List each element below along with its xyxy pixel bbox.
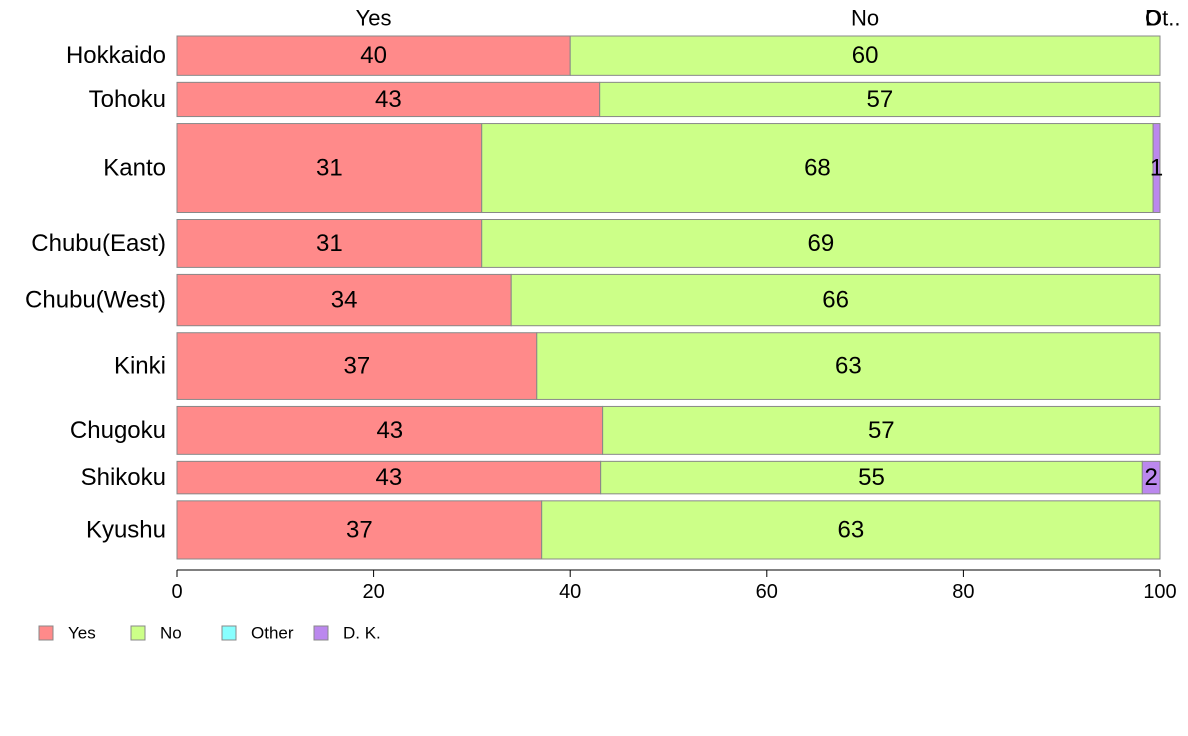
data-label-no-chubu-east: 69 [808,230,835,257]
bar-segment-no-hokkaido [569,35,1161,76]
bar-segment-yes-chugoku [176,405,604,455]
data-label-no-chubu-west: 66 [822,287,849,314]
bar-segment-yes-kyushu [176,500,543,560]
legend: Yes No Other D. K. [38,624,381,643]
category-label-chugoku: Chugoku [70,417,166,444]
data-label-no-hokkaido: 60 [852,42,879,69]
bar-segment-no-kanto [481,123,1154,214]
bar-segment-yes-kinki [176,332,538,400]
bar-segment-no-tohoku [599,81,1161,118]
x-tick-label-40: 40 [559,581,581,603]
legend-label-yes: Yes [68,624,96,643]
bar-segment-yes-chubu-west [176,273,512,327]
top-label-yes: Yes [356,6,392,31]
legend-label-d-k: D. K. [343,624,381,643]
bar-segment-no-chubu-west [510,273,1161,327]
category-label-kanto: Kanto [103,155,166,182]
top-labels: Yes No DOt.. [356,6,1181,31]
data-label-yes-chubu-west: 34 [331,287,358,314]
data-label-yes-chugoku: 43 [376,417,403,444]
data-label-yes-kyushu: 37 [346,516,373,543]
bar-segment-yes-kanto [176,123,483,214]
top-label-no: No [851,6,879,31]
top-label-d: D [1145,6,1161,31]
x-tick-label-20: 20 [362,581,384,603]
x-axis: 0 20 40 60 80 100 [171,569,1177,603]
legend-label-other: Other [251,624,294,643]
category-label-chubu-east: Chubu(East) [31,230,166,257]
data-label-no-chugoku: 57 [868,417,895,444]
category-label-kyushu: Kyushu [86,516,166,543]
data-label-yes-chubu-east: 31 [316,230,343,257]
data-label-no-kinki: 63 [835,353,862,380]
data-label-yes-kinki: 37 [344,353,371,380]
data-label-no-kanto: 68 [804,155,831,182]
data-label-yes-tohoku: 43 [375,86,402,113]
data-label-no-shikoku: 55 [858,464,885,491]
category-label-chubu-west: Chubu(West) [25,287,166,314]
data-label-d-k-kanto: 1 [1150,155,1163,182]
legend-swatch-yes [38,625,54,641]
category-label-hokkaido: Hokkaido [66,42,166,69]
bar-segment-no-shikoku [600,460,1143,495]
legend-swatch-d-k [313,625,329,641]
legend-label-no: No [160,624,182,643]
top-label-other: Ot.. [1145,6,1180,31]
data-label-no-kyushu: 63 [837,516,864,543]
bar-segment-no-chubu-east [481,219,1161,268]
data-label-d-k-shikoku: 2 [1144,464,1157,491]
bar-segment-d-k-shikoku [1141,460,1161,495]
data-label-yes-hokkaido: 40 [360,42,387,69]
data-label-yes-kanto: 31 [316,155,343,182]
bar-segment-no-chugoku [602,405,1161,455]
category-label-kinki: Kinki [114,353,166,380]
data-label-yes-shikoku: 43 [375,464,402,491]
bar-segment-d-k-kanto [1152,123,1161,214]
bar-segment-no-kinki [536,332,1161,400]
data-label-no-tohoku: 57 [866,86,893,113]
x-tick-label-0: 0 [171,581,182,603]
x-tick-label-60: 60 [756,581,778,603]
category-labels: Hokkaido Tohoku Kanto Chubu(East) Chubu(West… [25,42,166,543]
category-label-shikoku: Shikoku [81,464,166,491]
category-label-tohoku: Tohoku [89,86,166,113]
bar-segment-no-kyushu [541,500,1161,560]
bars: 40 60 43 57 31 68 1 31 69 34 66 37 63 43 57 43 55 2 37 63 [176,35,1163,560]
bar-segment-yes-chubu-east [176,219,483,268]
x-tick-label-100: 100 [1143,581,1176,603]
legend-swatch-other [221,625,237,641]
legend-swatch-no [130,625,146,641]
x-tick-label-80: 80 [952,581,974,603]
bar-segment-yes-shikoku [176,460,602,495]
